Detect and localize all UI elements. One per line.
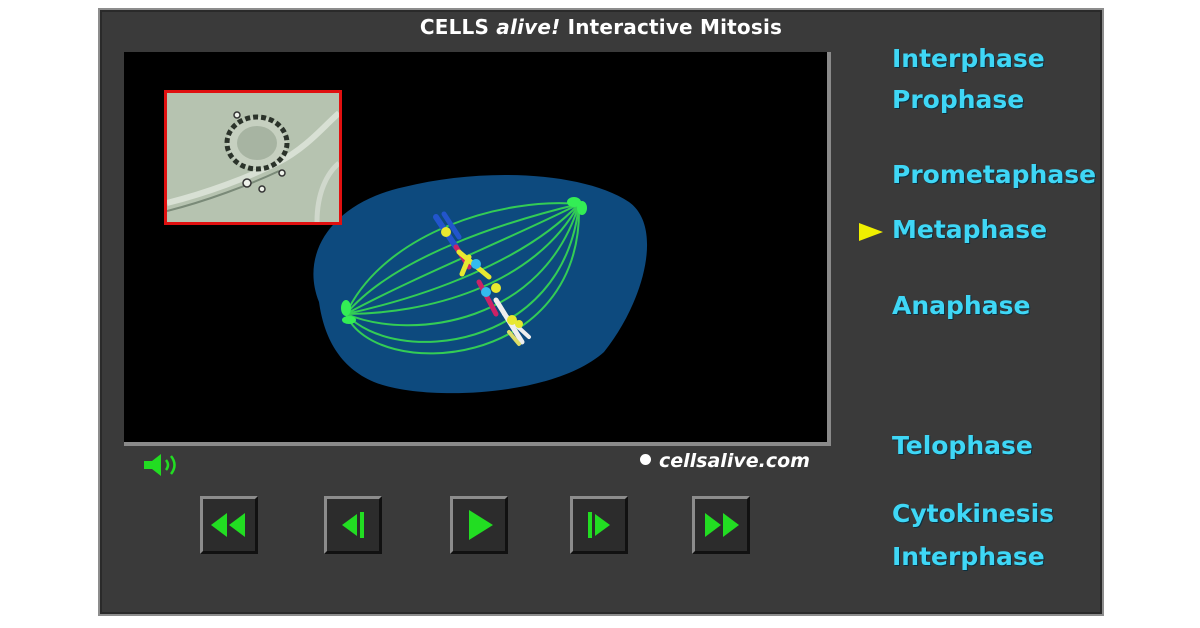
phase-link-interphase[interactable]: Interphase (892, 44, 1045, 73)
phase-link-cytokinesis[interactable]: Cytokinesis (892, 499, 1055, 528)
brand-dot (640, 454, 651, 465)
step-back-icon (342, 512, 364, 538)
phase-link-prophase[interactable]: Prophase (892, 85, 1025, 114)
phase-link-anaphase[interactable]: Anaphase (892, 291, 1031, 320)
brand-label: cellsalive.com (640, 450, 810, 472)
double-right-arrow-icon (705, 513, 739, 537)
phase-link-interphase-2[interactable]: Interphase (892, 542, 1045, 571)
speaker-icon[interactable] (142, 451, 182, 479)
window-title: CELLS alive! Interactive Mitosis (419, 15, 783, 39)
rewind-button[interactable] (200, 496, 258, 554)
play-button[interactable] (450, 496, 508, 554)
play-icon (469, 510, 493, 540)
chromosomes (433, 211, 531, 346)
step-forward-icon (588, 512, 610, 538)
step-forward-button[interactable] (570, 496, 628, 554)
animation-viewer (124, 52, 831, 446)
phase-link-metaphase[interactable]: Metaphase (892, 215, 1048, 244)
mitosis-animation (313, 175, 648, 394)
cell-micrograph (164, 90, 342, 225)
spindle-poles (341, 197, 587, 324)
phase-link-prometaphase[interactable]: Prometaphase (892, 160, 1097, 189)
current-phase-pointer-icon (857, 221, 885, 243)
phase-link-telophase[interactable]: Telophase (892, 431, 1033, 460)
step-back-button[interactable] (324, 496, 382, 554)
fast-forward-button[interactable] (692, 496, 750, 554)
double-left-arrow-icon (211, 513, 245, 537)
